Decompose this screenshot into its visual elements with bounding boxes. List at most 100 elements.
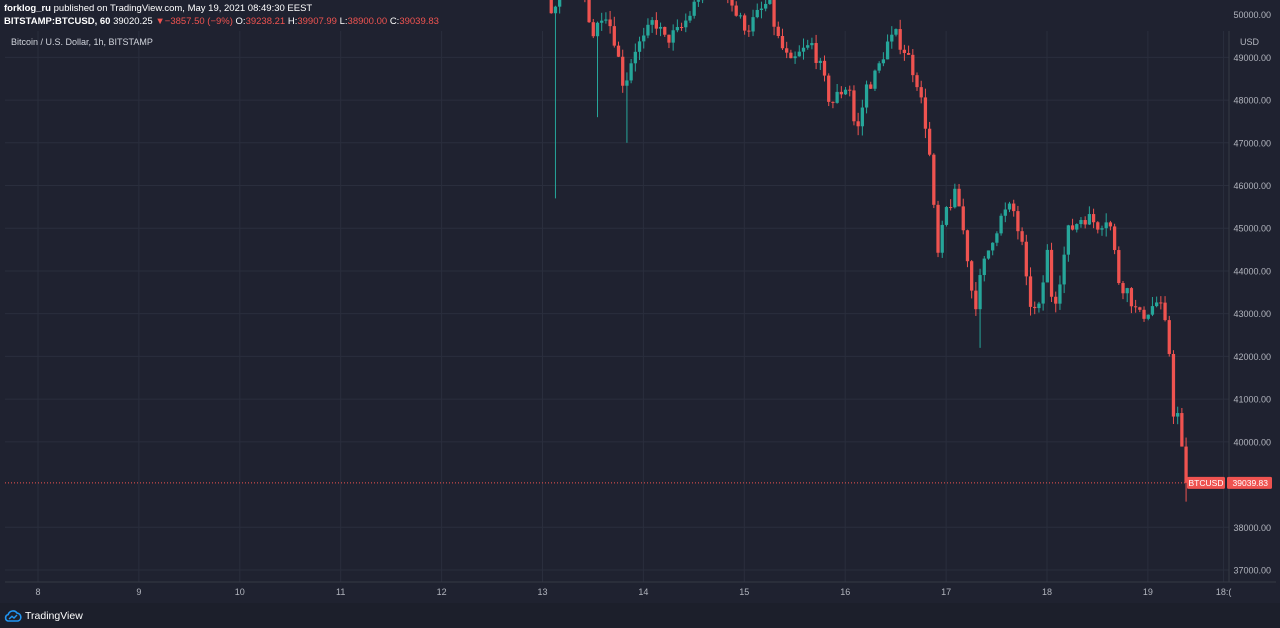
candle-body [1066,225,1070,255]
y-tick-label: 46000.00 [1233,181,1271,191]
y-tick-label: 43000.00 [1233,309,1271,319]
y-tick-label: 41000.00 [1233,395,1271,405]
candle-body [911,54,915,76]
candle-body [940,224,944,253]
candle-body [806,45,810,48]
y-tick-label: 38000.00 [1233,523,1271,533]
y-tick-label: 49000.00 [1233,53,1271,63]
candle-body [974,290,978,310]
tradingview-cloud-icon [4,610,22,622]
candle-body [986,250,991,259]
candle-body [864,84,869,108]
candle-body [629,63,633,81]
candle-body [553,6,558,14]
candle-body [1138,307,1142,310]
candle-body [852,90,856,122]
candle-body [957,188,961,207]
last-price-tag-bg [1227,476,1272,489]
candle-body [730,0,734,6]
candle-body [1150,306,1155,315]
candle-body [902,49,907,54]
candle-body [742,15,747,31]
chart-header: forklog_ru published on TradingView.com,… [4,2,1276,28]
candle-body [936,204,940,253]
x-tick-label: 9 [136,587,141,597]
candle-body [604,19,608,21]
tradingview-logo[interactable]: TradingView [4,609,83,623]
candle-body [1108,222,1113,227]
candle-body [621,56,625,86]
y-tick-label: 40000.00 [1233,437,1271,447]
down-arrow-icon: ▼ [155,16,165,27]
candle-body [890,34,894,42]
candle-body [1167,320,1171,354]
candle-body [1155,302,1159,307]
candle-body [1037,303,1041,309]
high-value: 39907.99 [297,16,337,27]
candle-body [1121,283,1125,294]
chart-title: Bitcoin / U.S. Dollar, 1h, BITSTAMP [11,37,153,47]
candle-body [1117,250,1121,284]
candle-body [982,258,986,276]
candle-body [944,207,949,225]
candle-body [839,91,843,95]
high-label: H: [287,16,298,27]
candle-body [671,30,675,43]
candle-body [654,20,658,29]
plot-area [5,31,1229,582]
candle-body [831,101,835,103]
symbol-tag: BTCUSD [1189,478,1224,488]
x-tick-label: 15 [739,587,749,597]
candle-body [810,43,814,46]
open-label: O: [235,16,246,27]
candle-body [747,30,751,32]
y-tick-label: 47000.00 [1233,138,1271,148]
candle-body [873,70,877,89]
candle-body [881,59,886,64]
candle-body [772,0,776,27]
x-tick-label: 8 [35,587,40,597]
candle-body [927,128,932,155]
candle-body [995,233,999,243]
y-tick-label: 48000.00 [1233,96,1271,106]
candle-body [949,207,953,209]
publish-info: published on TradingView.com, May 19, 20… [50,3,313,14]
candle-body [751,17,755,32]
candle-body [688,15,692,21]
candle-body [991,242,995,251]
candle-body [1083,220,1087,225]
price-change: −3857.50 (−9%) [164,16,233,27]
candle-body [663,26,667,35]
candle-body [667,34,671,43]
candle-body [885,41,890,60]
candle-body [658,26,663,29]
candle-body [801,47,806,52]
x-tick-label: 19 [1143,587,1153,597]
candle-body [1062,254,1066,285]
candle-body [1033,306,1037,309]
candle-body [843,89,848,95]
candle-body [965,230,970,262]
candle-body [835,91,839,103]
candle-body [1159,302,1163,304]
candle-body [1041,282,1045,304]
currency-label: USD [1240,37,1260,47]
candle-body [1180,413,1184,447]
candle-body [1070,225,1075,230]
candle-body [1079,220,1083,225]
candle-body [549,0,553,14]
candle-body [1028,276,1033,307]
x-tick-label: 11 [336,587,345,597]
candle-body [785,48,789,53]
candle-body [1012,203,1016,212]
candle-body [625,80,629,86]
candle-body [953,188,957,208]
footer-bar: TradingView [0,603,1280,628]
candle-body [675,27,680,31]
candle-body [684,20,688,28]
author-name[interactable]: forklog_ru [4,3,51,14]
symbol-tag-bg [1187,476,1225,489]
candle-body [923,97,928,129]
candle-body [1049,249,1054,297]
